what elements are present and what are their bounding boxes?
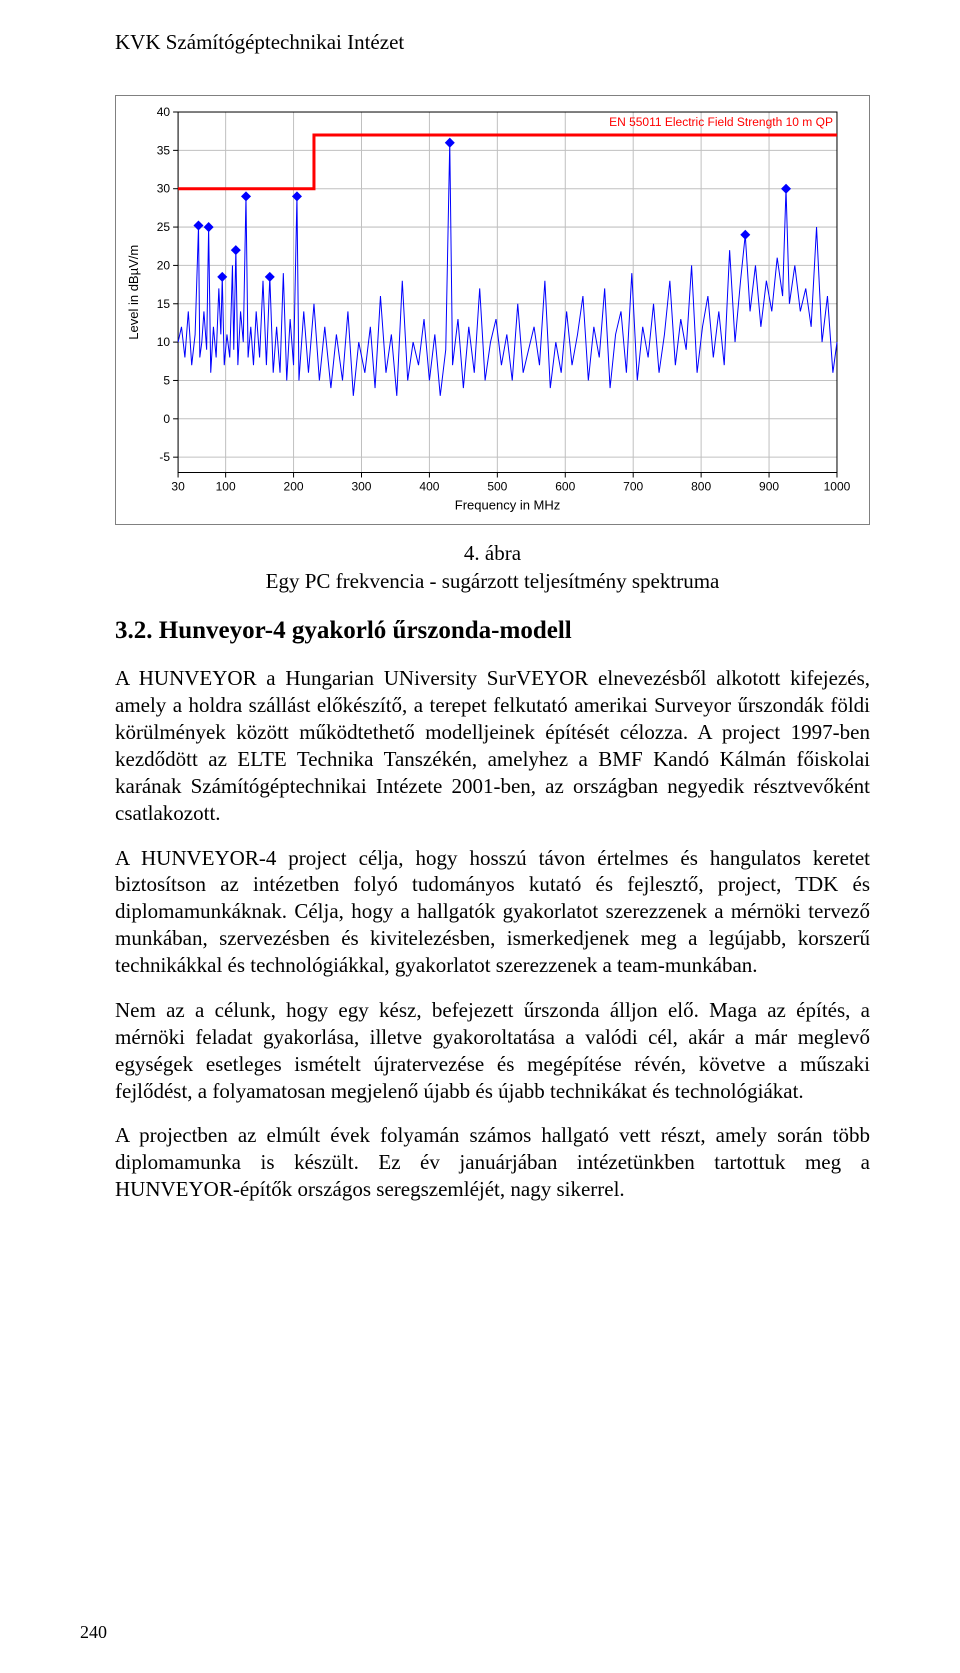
- body-paragraph: A HUNVEYOR-4 project célja, hogy hosszú …: [115, 845, 870, 979]
- svg-text:200: 200: [284, 480, 304, 494]
- svg-text:400: 400: [419, 480, 439, 494]
- svg-text:100: 100: [216, 480, 236, 494]
- svg-text:0: 0: [163, 412, 170, 426]
- body-paragraph: Nem az a célunk, hogy egy kész, befejeze…: [115, 997, 870, 1105]
- svg-text:300: 300: [351, 480, 371, 494]
- svg-text:-5: -5: [159, 450, 170, 464]
- svg-text:500: 500: [487, 480, 507, 494]
- svg-text:25: 25: [157, 220, 171, 234]
- figure-caption: 4. ábra Egy PC frekvencia - sugárzott te…: [115, 539, 870, 596]
- svg-text:35: 35: [157, 143, 171, 157]
- svg-text:Frequency in MHz: Frequency in MHz: [455, 498, 560, 513]
- spectrum-chart: 30 100 200 300 400 500 600 700 800 900 1000 -5 0 5 10 1…: [120, 102, 851, 518]
- caption-number: 4. ábra: [464, 541, 521, 565]
- svg-text:15: 15: [157, 297, 171, 311]
- svg-text:Level in dBµV/m: Level in dBµV/m: [126, 245, 141, 340]
- svg-text:800: 800: [691, 480, 711, 494]
- svg-text:EN 55011 Electric Field Streng: EN 55011 Electric Field Strength 10 m QP: [609, 115, 833, 129]
- svg-text:40: 40: [157, 105, 171, 119]
- svg-text:20: 20: [157, 258, 171, 272]
- section-heading: 3.2. Hunveyor-4 gyakorló űrszonda-modell: [115, 617, 870, 645]
- svg-text:600: 600: [555, 480, 575, 494]
- body-paragraph: A projectben az elmúlt évek folyamán szá…: [115, 1122, 870, 1203]
- svg-text:700: 700: [623, 480, 643, 494]
- svg-text:1000: 1000: [824, 480, 851, 494]
- svg-text:5: 5: [163, 373, 170, 387]
- figure-box: 30 100 200 300 400 500 600 700 800 900 1000 -5 0 5 10 1…: [115, 95, 870, 525]
- svg-text:10: 10: [157, 335, 171, 349]
- svg-text:30: 30: [171, 480, 185, 494]
- header-title: KVK Számítógéptechnikai Intézet: [115, 30, 870, 55]
- svg-text:30: 30: [157, 182, 171, 196]
- svg-text:900: 900: [759, 480, 779, 494]
- body-paragraph: A HUNVEYOR a Hungarian UNiversity SurVEY…: [115, 665, 870, 826]
- page-number: 240: [80, 1622, 107, 1643]
- page: KVK Számítógéptechnikai Intézet 30100200…: [0, 0, 960, 1673]
- caption-text: Egy PC frekvencia - sugárzott teljesítmé…: [266, 569, 720, 593]
